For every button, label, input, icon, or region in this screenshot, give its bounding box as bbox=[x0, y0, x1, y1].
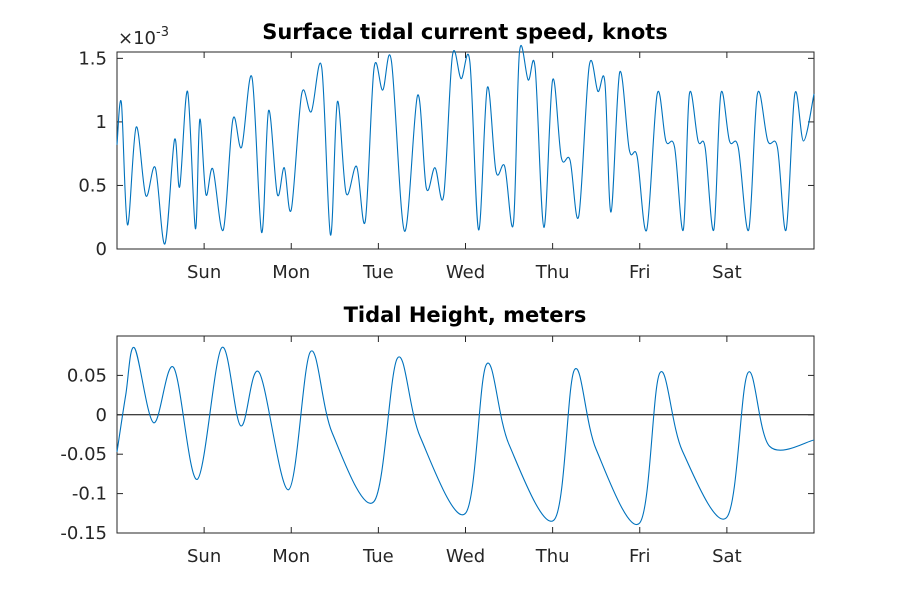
x-tick-label: Tue bbox=[362, 546, 394, 567]
chart-title: Tidal Height, meters bbox=[344, 303, 587, 327]
y-tick-label: -0.05 bbox=[60, 444, 107, 465]
x-tick-label: Thu bbox=[535, 546, 570, 567]
x-tick-label: Wed bbox=[446, 262, 485, 283]
x-tick-label: Wed bbox=[446, 546, 485, 567]
y-tick-label: -0.1 bbox=[72, 484, 107, 505]
y-tick-label: -0.15 bbox=[60, 523, 107, 544]
speed-chart: Surface tidal current speed, knots ×10-3… bbox=[78, 20, 815, 283]
speed-series-line bbox=[116, 45, 815, 245]
y-tick-label: 0 bbox=[96, 405, 107, 426]
x-tick-label: Sat bbox=[712, 546, 742, 567]
x-tick-label: Tue bbox=[362, 262, 394, 283]
x-tick-label: Sun bbox=[187, 262, 221, 283]
axis-ticks: 0.05 0 -0.05 -0.1 -0.15 Sun Mon Tue Wed Thu Fri Sat bbox=[60, 336, 814, 567]
y-tick-label: 1.5 bbox=[78, 48, 107, 69]
x-tick-label: Fri bbox=[629, 546, 650, 567]
y-exponent-base: ×10 bbox=[118, 28, 156, 49]
y-tick-label: 1 bbox=[96, 112, 107, 133]
x-tick-label: Mon bbox=[272, 262, 310, 283]
chart-title: Surface tidal current speed, knots bbox=[262, 20, 668, 44]
x-tick-label: Fri bbox=[629, 262, 650, 283]
axis-ticks: 0 0.5 1 1.5 Sun Mon Tue Wed Thu Fri Sat bbox=[78, 48, 814, 283]
y-tick-label: 0 bbox=[96, 239, 107, 260]
plot-area bbox=[116, 335, 815, 534]
x-tick-label: Thu bbox=[535, 262, 570, 283]
y-exponent-power: -3 bbox=[156, 25, 169, 40]
x-tick-label: Sat bbox=[712, 262, 742, 283]
x-tick-label: Sun bbox=[187, 546, 221, 567]
plot-area bbox=[116, 51, 815, 250]
height-series-line bbox=[116, 346, 815, 526]
y-tick-label: 0.05 bbox=[67, 365, 107, 386]
height-chart: Tidal Height, meters 0.05 0 -0.05 -0.1 -0.15… bbox=[60, 303, 815, 567]
y-exponent-label: ×10-3 bbox=[118, 25, 169, 49]
y-tick-label: 0.5 bbox=[78, 175, 107, 196]
x-tick-label: Mon bbox=[272, 546, 310, 567]
